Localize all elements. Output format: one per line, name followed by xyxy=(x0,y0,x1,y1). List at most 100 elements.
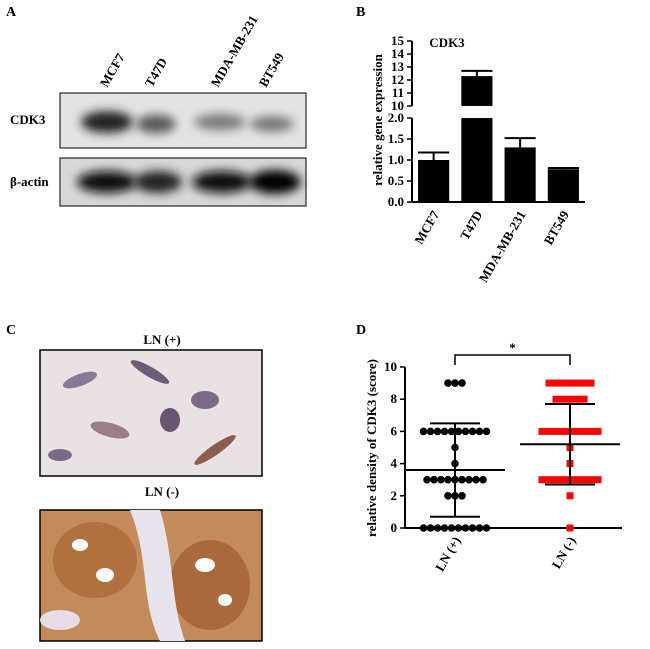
data-point xyxy=(552,395,560,403)
data-point xyxy=(573,476,581,484)
error-bar xyxy=(461,69,493,77)
data-point xyxy=(444,379,452,387)
data-point xyxy=(566,395,574,403)
data-point xyxy=(580,395,588,403)
bar xyxy=(461,76,493,106)
data-point xyxy=(559,427,567,435)
panel-label: C xyxy=(6,323,16,338)
y-tick-label: 1.0 xyxy=(388,152,404,167)
y-tick-label: 0.5 xyxy=(388,173,405,188)
y-tick-label: 13 xyxy=(391,59,405,74)
data-point xyxy=(430,475,438,484)
data-point xyxy=(475,524,484,532)
data-point xyxy=(587,379,595,387)
data-point xyxy=(458,475,466,484)
y-tick-label: 8 xyxy=(391,391,398,406)
data-point xyxy=(573,379,581,387)
data-point xyxy=(426,427,435,436)
bar xyxy=(547,169,579,202)
data-point xyxy=(458,379,466,387)
data-point xyxy=(587,476,595,484)
sd-bar xyxy=(545,403,595,486)
data-point xyxy=(475,427,484,436)
significance-bracket xyxy=(454,354,571,365)
data-point xyxy=(444,475,452,484)
y-tick-label: 0.0 xyxy=(388,194,404,209)
lane-label: MDA-MB-231 xyxy=(208,13,261,90)
y-tick-label: 0 xyxy=(391,520,398,535)
y-tick-label: 4 xyxy=(391,456,398,471)
lane-label: MCF7 xyxy=(97,50,128,89)
data-point xyxy=(552,476,560,484)
x-tick-label: T47D xyxy=(457,208,486,242)
error-bar xyxy=(418,151,450,160)
data-point xyxy=(447,524,456,532)
data-point xyxy=(552,379,560,387)
row-label: CDK3 xyxy=(10,112,46,127)
lane-label: T47D xyxy=(142,55,171,89)
y-tick-label: 2.0 xyxy=(388,110,404,125)
data-point xyxy=(465,475,473,484)
x-tick-label: LN (+) xyxy=(432,534,464,574)
bar xyxy=(461,118,493,202)
sd-bar xyxy=(430,422,480,518)
x-tick-label: MCF7 xyxy=(411,208,442,247)
row-label: β-actin xyxy=(10,174,49,189)
y-tick-label: 14 xyxy=(391,46,405,61)
data-point xyxy=(419,524,428,532)
data-point xyxy=(545,427,553,435)
data-point xyxy=(447,427,456,436)
histology-image xyxy=(39,349,263,477)
y-tick-label: 1.5 xyxy=(388,131,405,146)
data-point xyxy=(451,379,459,387)
image-label: LN (-) xyxy=(145,484,179,499)
data-point xyxy=(566,492,574,500)
image-label: LN (+) xyxy=(143,332,180,347)
data-point xyxy=(482,524,491,532)
data-point xyxy=(461,524,470,532)
data-point xyxy=(538,476,546,484)
data-point xyxy=(479,475,487,484)
data-point xyxy=(482,427,491,436)
data-point xyxy=(545,476,553,484)
significance-label: * xyxy=(509,340,516,355)
error-bar xyxy=(547,166,579,170)
data-point xyxy=(573,395,581,403)
lane-label: BT549 xyxy=(256,50,288,90)
data-point xyxy=(587,427,595,435)
data-point xyxy=(423,475,431,484)
x-tick-label: LN (-) xyxy=(548,534,578,571)
histology-image xyxy=(39,509,263,642)
data-point xyxy=(444,492,452,500)
y-tick-label: 15 xyxy=(391,33,405,48)
panel-label: B xyxy=(356,5,365,20)
data-point xyxy=(433,524,442,532)
data-point xyxy=(545,379,553,387)
y-tick-label: 10 xyxy=(384,359,397,374)
data-point xyxy=(440,427,449,436)
panel-label: A xyxy=(6,5,17,20)
x-tick-label: MDA-MB-231 xyxy=(476,208,529,285)
data-point xyxy=(559,379,567,387)
data-point xyxy=(580,476,588,484)
data-point xyxy=(594,476,602,484)
error-bar xyxy=(504,137,536,148)
data-point xyxy=(454,427,463,436)
blot xyxy=(59,92,307,207)
bar xyxy=(504,147,536,202)
data-point xyxy=(419,427,428,436)
y-axis-label: relative gene expression xyxy=(370,53,385,185)
y-tick-label: 6 xyxy=(391,423,398,438)
y-axis-label: relative density of CDK3 (score) xyxy=(364,359,379,537)
data-point xyxy=(594,427,602,435)
panel-label: D xyxy=(356,323,366,338)
chart-title: CDK3 xyxy=(429,35,465,50)
data-point xyxy=(468,427,477,436)
y-tick-label: 11 xyxy=(392,85,404,100)
data-point xyxy=(580,427,588,435)
bar xyxy=(418,160,450,202)
data-point xyxy=(566,524,574,532)
data-point xyxy=(559,476,567,484)
data-point xyxy=(433,427,442,436)
